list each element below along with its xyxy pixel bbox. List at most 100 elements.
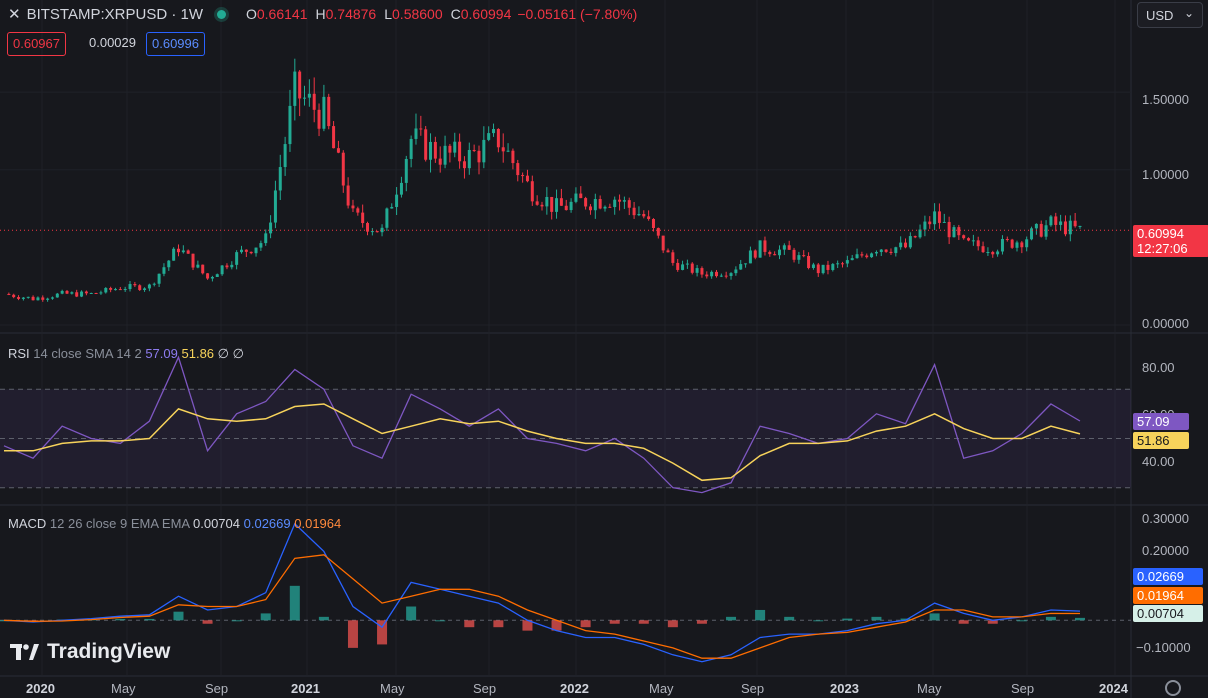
spread-value: 0.00029 [89, 35, 136, 50]
tradingview-logo[interactable]: TradingView [10, 640, 170, 664]
candle-body [351, 205, 355, 209]
macd-histogram-bar [347, 620, 358, 648]
symbol-label[interactable]: BITSTAMP:XRPUSD · 1W [26, 5, 203, 23]
candle-body [36, 297, 40, 301]
candle-body [230, 264, 234, 268]
high-label: H [315, 6, 326, 22]
candle-body [773, 254, 777, 256]
candle-body [390, 206, 394, 209]
candle-body [1010, 239, 1014, 248]
candle-body [196, 264, 200, 268]
candle-body [278, 167, 282, 191]
macd-histogram-bar [726, 616, 737, 621]
candle-body [811, 264, 815, 268]
macd-histogram-bar [318, 616, 329, 621]
macd-hist-tag: 0.00704 [1133, 605, 1203, 622]
macd-histogram-bar [231, 620, 242, 622]
candle-body [753, 250, 757, 258]
candle-body [962, 235, 966, 239]
candle-body [535, 201, 539, 205]
candle-body [123, 289, 127, 291]
macd-histogram-bar [202, 620, 213, 624]
macd-axis-label: 0.30000 [1142, 511, 1189, 526]
candle-body [714, 271, 718, 277]
candle-body [172, 248, 176, 261]
candle-body [622, 200, 626, 202]
time-gridlines [41, 0, 1116, 676]
bar-countdown: 12:27:06 [1137, 241, 1188, 256]
candle-body [821, 264, 825, 274]
candle-body [176, 248, 180, 253]
candle-body [874, 252, 878, 254]
candle-body [991, 252, 995, 255]
rsi-band-background [0, 389, 1131, 488]
rsi-legend: RSI 14 close SMA 14 2 57.09 51.86 ∅ ∅ [8, 346, 244, 362]
candle-body [564, 205, 568, 211]
candle-body [12, 294, 16, 298]
macd-legend: MACD 12 26 close 9 EMA EMA 0.00704 0.026… [8, 516, 341, 531]
candle-body [346, 185, 350, 206]
macd-histogram-bar [667, 620, 678, 628]
macd-histogram-bar [609, 620, 620, 624]
candle-body [109, 288, 113, 290]
macd-histogram-bar [493, 620, 504, 628]
candle-body [332, 126, 336, 149]
last-price-tag: 0.60994 12:27:06 [1133, 225, 1208, 257]
macd-histogram-bar [1075, 617, 1085, 621]
candle-body [525, 175, 529, 182]
candle-body [89, 292, 93, 294]
macd-histogram-bar [638, 620, 649, 624]
candle-body [569, 201, 573, 211]
last-price-value: 0.60994 [1137, 226, 1184, 241]
candle-body [487, 133, 491, 140]
macd-histogram-bar [580, 620, 591, 628]
time-axis-label: 2022 [560, 681, 589, 696]
candle-body [496, 128, 500, 148]
candle-body [729, 273, 733, 276]
rsi-pane [0, 355, 1131, 494]
currency-select[interactable]: USD ⌄ [1137, 2, 1203, 28]
candle-body [516, 163, 520, 176]
candle-body [826, 264, 830, 270]
bid-button[interactable]: 0.60967 [7, 32, 66, 56]
candle-body [700, 268, 704, 275]
market-status-icon [216, 9, 226, 19]
candle-body [181, 250, 185, 253]
price-axis-label: 0.00000 [1142, 316, 1189, 331]
macd-histogram-bar [115, 618, 126, 621]
candle-body [550, 196, 554, 212]
candle-body [637, 214, 641, 216]
candle-body [462, 161, 466, 169]
candle-body [841, 263, 845, 265]
candle-body [971, 240, 975, 242]
candle-body [453, 141, 457, 153]
close-icon[interactable]: ✕ [8, 6, 21, 23]
candle-body [1025, 239, 1029, 248]
candle-body [894, 247, 898, 254]
candle-body [913, 236, 917, 238]
candle-body [244, 249, 248, 252]
candle-body [317, 109, 321, 129]
chevron-down-icon: ⌄ [1183, 6, 1194, 20]
candle-body [555, 198, 559, 212]
settings-icon[interactable] [1165, 680, 1181, 696]
macd-histogram-bar [522, 620, 533, 631]
candle-body [724, 275, 728, 277]
ask-button[interactable]: 0.60996 [146, 32, 205, 56]
rsi-extra-1: ∅ [217, 346, 229, 361]
rsi-label: RSI [8, 346, 30, 361]
candle-body [928, 221, 932, 225]
candle-body [647, 216, 651, 219]
candle-body [17, 297, 21, 299]
candle-body [608, 206, 612, 208]
macd-histogram-bar [289, 585, 300, 621]
candle-body [327, 96, 331, 127]
candle-body [1034, 223, 1038, 229]
currency-label: USD [1146, 7, 1174, 23]
rsi-axis-label: 80.00 [1142, 360, 1175, 375]
candle-body [293, 71, 297, 106]
candle-body [356, 208, 360, 213]
symbol-header: ✕ BITSTAMP:XRPUSD · 1W O 0.66141 H 0.74876… [8, 4, 637, 24]
candle-body [632, 207, 636, 216]
